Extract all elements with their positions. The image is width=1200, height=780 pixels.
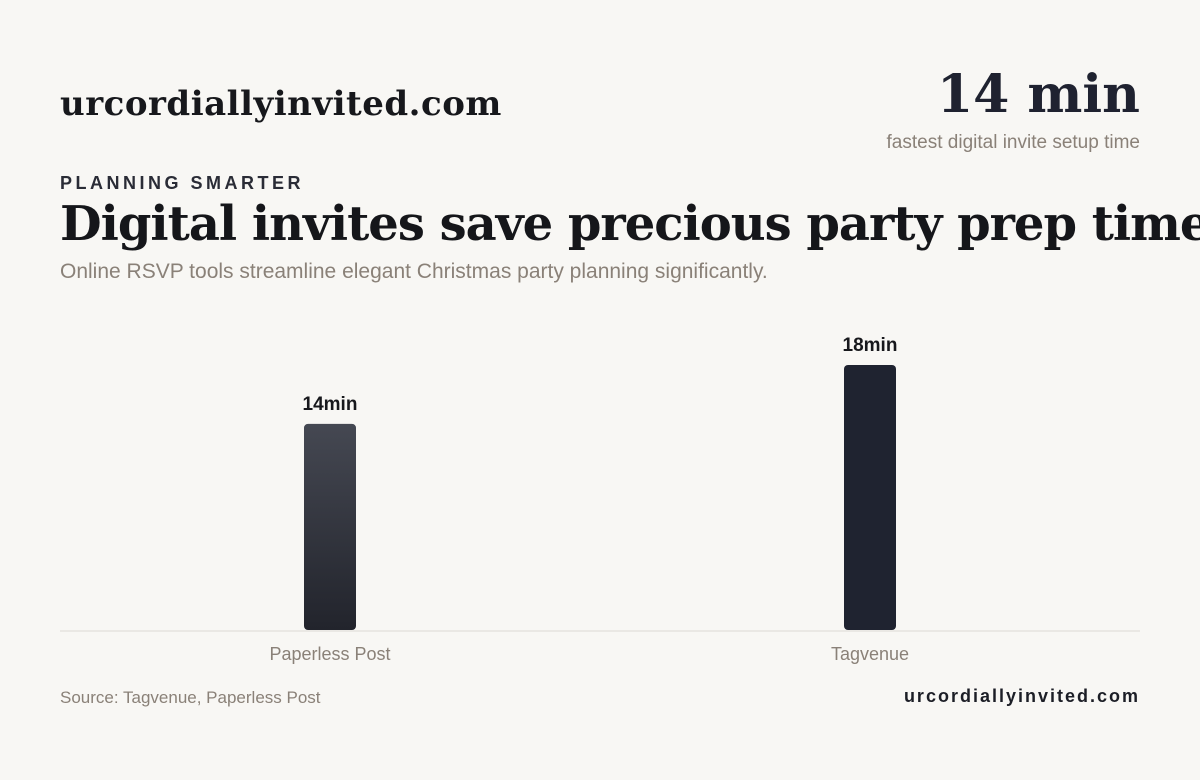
page-subtitle: Online RSVP tools streamline elegant Chr… [60,260,768,283]
bar-value-label: 14min [303,394,358,415]
brand-logo: urcordiallyinvited.com [60,84,502,124]
bar-tagvenue [844,365,896,630]
x-tick-label: Tagvenue [831,644,909,664]
headline-stat-value: 14 min [936,64,1140,125]
headline-stat-caption: fastest digital invite setup time [886,132,1140,153]
source-note: Source: Tagvenue, Paperless Post [60,688,321,707]
page-title: Digital invites save precious party prep… [60,196,1200,252]
eyebrow-label: PLANNING SMARTER [60,173,304,193]
bar-paperless-post [304,423,356,630]
footer-brand: urcordiallyinvited.com [903,686,1140,706]
x-tick-label: Paperless Post [269,644,390,664]
bar-value-label: 18min [843,335,898,356]
